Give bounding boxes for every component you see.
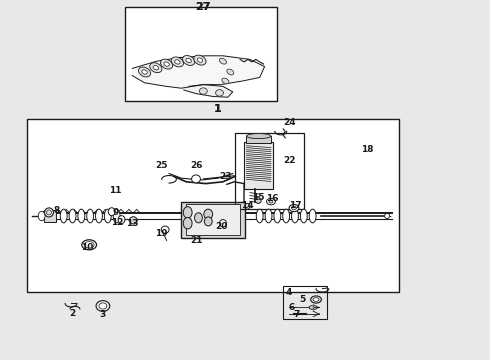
Ellipse shape [129, 217, 137, 224]
Ellipse shape [269, 200, 273, 203]
Ellipse shape [309, 306, 314, 309]
Ellipse shape [385, 213, 390, 219]
Bar [244, 142, 273, 189]
Bar [186, 204, 240, 235]
Ellipse shape [104, 209, 111, 223]
Text: 12: 12 [111, 218, 124, 227]
Ellipse shape [246, 134, 271, 139]
Ellipse shape [292, 209, 298, 223]
Bar [125, 7, 277, 101]
Ellipse shape [96, 209, 102, 223]
Text: 19: 19 [155, 230, 168, 238]
Ellipse shape [300, 209, 307, 223]
Ellipse shape [139, 67, 150, 77]
Text: 15: 15 [252, 193, 265, 202]
Polygon shape [184, 85, 233, 97]
Ellipse shape [216, 90, 223, 96]
Text: 6: 6 [289, 303, 295, 312]
Bar [44, 210, 56, 222]
Ellipse shape [60, 209, 67, 223]
Ellipse shape [69, 209, 76, 223]
Text: 5: 5 [299, 295, 305, 304]
Ellipse shape [99, 303, 107, 309]
Polygon shape [132, 56, 265, 88]
Ellipse shape [153, 66, 159, 70]
Ellipse shape [265, 209, 272, 223]
Ellipse shape [197, 58, 203, 62]
Text: 27: 27 [196, 2, 211, 12]
Ellipse shape [256, 209, 263, 223]
Ellipse shape [183, 55, 195, 66]
Text: 21: 21 [190, 236, 202, 245]
Bar [246, 136, 271, 143]
Bar [181, 202, 245, 238]
Ellipse shape [84, 242, 94, 248]
Ellipse shape [142, 70, 147, 74]
Ellipse shape [199, 88, 207, 94]
Ellipse shape [309, 209, 316, 223]
Ellipse shape [78, 209, 85, 223]
Bar [235, 133, 304, 209]
Text: 8: 8 [53, 206, 59, 215]
Text: 1: 1 [214, 104, 222, 114]
Ellipse shape [174, 60, 180, 64]
Text: 20: 20 [215, 222, 228, 231]
Ellipse shape [195, 213, 202, 223]
Ellipse shape [150, 63, 162, 73]
Ellipse shape [292, 206, 296, 210]
Text: 7: 7 [293, 310, 300, 319]
Ellipse shape [161, 59, 172, 69]
Text: 10: 10 [81, 243, 94, 252]
Ellipse shape [172, 57, 183, 67]
Ellipse shape [194, 55, 206, 65]
Text: 9: 9 [113, 208, 120, 217]
Ellipse shape [245, 203, 250, 209]
Ellipse shape [192, 175, 200, 183]
Ellipse shape [274, 209, 281, 223]
Ellipse shape [47, 210, 51, 215]
Ellipse shape [45, 208, 53, 217]
Text: 22: 22 [283, 156, 295, 165]
Text: 26: 26 [190, 161, 202, 170]
Ellipse shape [183, 217, 192, 229]
Text: 3: 3 [100, 310, 106, 319]
Ellipse shape [204, 217, 212, 226]
Ellipse shape [87, 209, 94, 223]
Ellipse shape [38, 211, 45, 221]
Text: 25: 25 [155, 161, 168, 170]
Ellipse shape [186, 58, 192, 63]
Ellipse shape [118, 216, 125, 224]
Text: 16: 16 [266, 194, 279, 202]
Ellipse shape [204, 209, 213, 219]
Text: 13: 13 [126, 219, 139, 228]
Text: 4: 4 [286, 288, 293, 297]
Text: 18: 18 [361, 145, 374, 154]
Ellipse shape [113, 209, 120, 223]
Bar [283, 286, 327, 319]
Text: 17: 17 [289, 201, 302, 210]
Ellipse shape [183, 207, 192, 218]
Ellipse shape [220, 220, 226, 227]
Text: 23: 23 [219, 172, 232, 181]
Bar [27, 119, 399, 292]
Ellipse shape [108, 208, 115, 216]
Ellipse shape [255, 198, 261, 203]
Ellipse shape [289, 204, 299, 212]
Ellipse shape [227, 69, 234, 75]
Text: 27: 27 [196, 2, 211, 12]
Text: 14: 14 [241, 201, 254, 210]
Text: 1: 1 [214, 104, 222, 114]
Text: 2: 2 [70, 309, 75, 318]
Ellipse shape [283, 209, 290, 223]
Ellipse shape [267, 198, 275, 205]
Text: 11: 11 [109, 186, 122, 195]
Ellipse shape [222, 78, 229, 84]
Ellipse shape [311, 296, 321, 303]
Ellipse shape [313, 298, 319, 301]
Ellipse shape [164, 62, 170, 66]
Ellipse shape [220, 58, 226, 64]
Ellipse shape [161, 226, 169, 233]
Text: 24: 24 [283, 118, 295, 127]
